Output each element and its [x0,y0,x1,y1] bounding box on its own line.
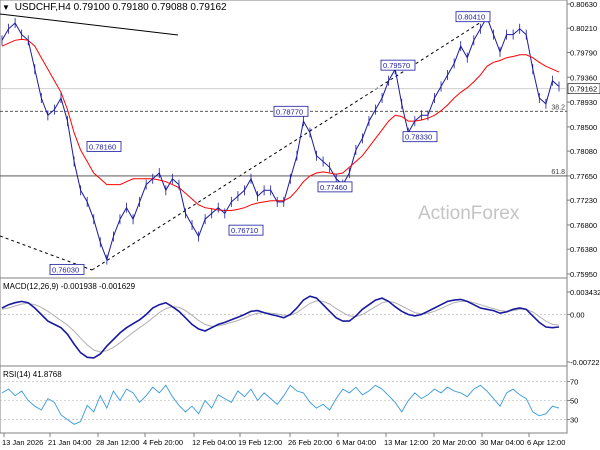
price-annotation-label: 0.78330 [405,133,432,142]
time-axis-label: 4 Feb 20:00 [143,438,183,447]
rsi-panel-frame [0,365,568,434]
fib-level-label: 61.8 [551,169,565,176]
price-y-tick-label: 0.78080 [570,147,597,156]
trendline-channel-dashed [91,16,490,271]
price-annotation-box [273,105,309,117]
trendline-upper-resistance [0,13,179,36]
time-axis-label: 13 Mar 12:00 [384,438,428,447]
price-panel-frame [0,0,568,279]
time-axis-label: 20 Mar 20:00 [432,438,476,447]
trendline-lower-dashed [0,235,93,271]
price-y-tick-label: 0.76380 [570,245,597,254]
time-axis-label: 6 Mar 04:00 [336,438,376,447]
price-annotation-box [380,59,416,71]
price-y-tick-label: 0.77230 [570,196,597,205]
price-annotation-label: 0.76030 [52,265,79,274]
price-annotation-box [317,181,353,193]
high-value: 0.79180 [112,2,149,13]
price-annotation-label: 0.79570 [383,61,410,70]
fib-level-label: 38.2 [551,104,565,111]
price-y-tick-label: 0.80630 [570,0,597,9]
time-axis-label: 19 Feb 12:00 [238,438,282,447]
price-annotation-box [86,141,122,152]
time-axis-label: 12 Feb 04:00 [192,438,236,447]
price-annotation-box [228,224,264,236]
price-y-tick-label: 0.80210 [570,24,597,33]
price-annotation-box [402,131,438,143]
macd-title: MACD(12,26,9) -0.001938 -0.001629 [3,282,136,291]
macd-y-tick-label: 0.003432 [570,288,600,297]
macd-panel-frame [0,277,568,367]
open-value: 0.79100 [73,2,110,13]
price-annotation-label: 0.77460 [320,183,347,192]
moving-average-line [1,38,560,211]
price-panel: 38.2 61.8 0.80410 0.79570 0.78770 0.78330 0.7… [0,0,600,279]
price-annotation-label: 0.78160 [89,143,116,152]
macd-line [1,295,560,359]
rsi-y-tick-label: 70 [570,377,578,386]
macd-y-tick-label: 0.00 [570,311,585,320]
watermark: ActionForex [418,203,520,224]
price-y-tick-label: 0.78500 [570,123,597,132]
price-y-tick-label: 0.78930 [570,98,597,107]
macd-panel: 0.003432 0.00 -0.007223 MACD(12,26,9) -0.0… [0,277,600,367]
current-price-badge [567,83,600,94]
rsi-y-tick-label: 30 [570,416,578,425]
rsi-line [1,384,560,425]
time-axis-label: 28 Jan 12:00 [96,438,139,447]
price-annotation-box [455,11,491,23]
price-y-tick-label: 0.75950 [570,270,597,279]
price-y-tick-label: 0.77650 [570,172,597,181]
rsi-title: RSI(14) 41.8768 [3,370,62,379]
current-price-label: 0.79162 [570,85,597,94]
price-y-tick-label: 0.76800 [570,221,597,230]
time-axis-label: 6 Apr 12:00 [527,438,565,447]
price-annotation-label: 0.80410 [458,13,485,22]
close-value: 0.79162 [190,2,227,13]
chart-header: ▼ USDCHF,H4 0.79100 0.79180 0.79088 0.79… [2,2,227,13]
low-value: 0.79088 [151,2,188,13]
price-annotation-label: 0.78770 [276,107,303,116]
time-axis-label: 13 Jan 2026 [2,438,43,447]
time-axis-label: 30 Mar 04:00 [480,438,524,447]
time-axis-label: 26 Feb 20:00 [288,438,332,447]
macd-y-tick-label: -0.007223 [570,358,600,367]
symbol-label: USDCHF,H4 [14,2,71,13]
price-annotation-label: 0.76710 [231,226,258,235]
time-axis-label: 21 Jan 04:00 [48,438,91,447]
chart-menu-triangle-icon[interactable]: ▼ [2,3,10,12]
price-annotation-box [49,263,85,275]
time-axis: 13 Jan 2026 21 Jan 04:00 28 Jan 12:00 4 Feb… [2,433,565,447]
rsi-panel: 70 50 30 RSI(14) 41.8768 [0,365,578,434]
price-y-tick-label: 0.79790 [570,48,597,57]
rsi-y-tick-label: 50 [570,397,578,406]
price-series-line [1,16,560,262]
price-y-tick-label: 0.79360 [570,73,597,82]
